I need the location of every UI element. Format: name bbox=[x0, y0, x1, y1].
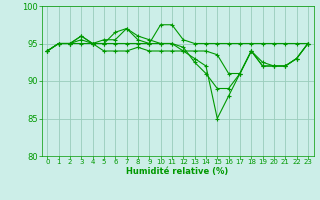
X-axis label: Humidité relative (%): Humidité relative (%) bbox=[126, 167, 229, 176]
